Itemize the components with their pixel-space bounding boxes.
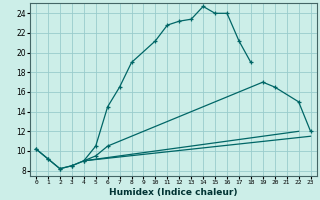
X-axis label: Humidex (Indice chaleur): Humidex (Indice chaleur) [109, 188, 237, 197]
